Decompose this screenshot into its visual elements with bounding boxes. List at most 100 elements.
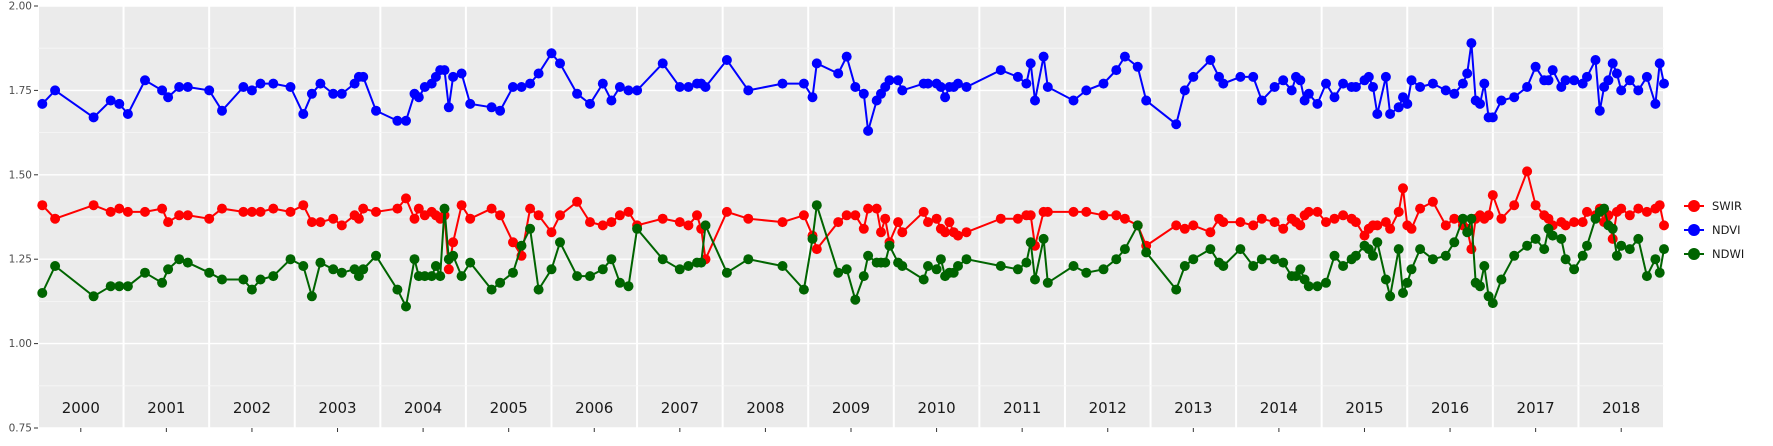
- data-point-ndwi: [315, 257, 326, 268]
- data-point-swir: [1321, 217, 1331, 228]
- year-labels: 2000 2001 2002 2003 2004 2005 2006 2007 2008 2009…: [62, 399, 1641, 417]
- data-point-ndvi: [1624, 75, 1635, 86]
- data-point-ndwi: [1393, 244, 1404, 255]
- data-point-ndvi: [1594, 105, 1605, 116]
- year-label: 2002: [233, 399, 271, 417]
- data-point-ndwi: [811, 200, 822, 211]
- data-point-ndvi: [683, 82, 694, 92]
- data-point-ndvi: [1098, 78, 1109, 89]
- data-point-ndvi: [217, 105, 227, 116]
- data-point-ndwi: [1042, 277, 1053, 288]
- data-point-swir: [1248, 220, 1259, 231]
- data-point-swir: [1522, 166, 1533, 177]
- data-point-swir: [1466, 244, 1477, 255]
- data-point-swir: [683, 220, 694, 231]
- year-label: 2016: [1431, 399, 1469, 417]
- data-point-swir: [1372, 220, 1383, 231]
- data-point-ndvi: [1042, 82, 1053, 92]
- data-point-ndvi: [1475, 98, 1485, 109]
- data-point-ndvi: [1132, 61, 1143, 72]
- data-point-ndwi: [182, 257, 193, 268]
- data-point-ndvi: [606, 95, 617, 106]
- data-point-swir: [1560, 220, 1571, 231]
- data-point-ndwi: [1385, 291, 1396, 302]
- data-point-swir: [328, 213, 339, 224]
- data-point-ndvi: [1030, 95, 1040, 106]
- data-point-ndvi: [1466, 38, 1477, 49]
- data-point-ndvi: [88, 112, 99, 123]
- data-point-swir: [525, 203, 536, 214]
- data-point-ndwi: [1616, 240, 1627, 251]
- data-point-ndvi: [1449, 88, 1460, 99]
- data-point-ndvi: [255, 78, 266, 89]
- data-point-ndvi: [1171, 119, 1182, 130]
- data-point-swir: [1427, 196, 1438, 207]
- data-point-swir: [1487, 190, 1498, 201]
- data-point-ndwi: [1119, 244, 1130, 255]
- data-point-ndvi: [614, 82, 625, 92]
- data-point-ndwi: [1098, 264, 1109, 275]
- data-point-ndwi: [1487, 298, 1498, 309]
- data-point-ndvi: [1295, 75, 1306, 86]
- data-point-swir: [1440, 220, 1451, 231]
- data-point-ndwi: [961, 254, 972, 265]
- data-point-swir: [1188, 220, 1199, 231]
- data-point-swir: [50, 213, 61, 224]
- data-point-swir: [268, 203, 279, 214]
- data-point-ndwi: [516, 240, 527, 251]
- data-point-ndwi: [1654, 267, 1665, 278]
- data-point-ndwi: [995, 261, 1006, 271]
- data-point-ndwi: [140, 267, 150, 278]
- data-point-ndwi: [884, 240, 895, 251]
- series-swir: [37, 166, 1669, 275]
- data-point-swir: [371, 206, 381, 217]
- data-point-swir: [246, 206, 257, 217]
- data-point-ndwi: [1556, 233, 1567, 244]
- data-point-swir: [182, 210, 193, 221]
- data-point-ndwi: [1449, 237, 1460, 248]
- data-point-ndvi: [721, 55, 732, 65]
- data-point-ndvi: [140, 75, 150, 86]
- data-point-ndwi: [1038, 233, 1049, 244]
- data-point-ndwi: [623, 281, 634, 292]
- data-point-ndvi: [546, 48, 557, 59]
- series-layer: [37, 38, 1669, 312]
- year-label: 2014: [1260, 399, 1298, 417]
- data-point-ndvi: [623, 85, 634, 96]
- data-point-ndwi: [392, 284, 403, 295]
- data-point-swir: [897, 227, 908, 238]
- data-point-swir: [37, 200, 48, 211]
- data-point-ndvi: [1462, 68, 1473, 79]
- data-point-swir: [174, 210, 185, 221]
- legend-label: SWIR: [1712, 199, 1742, 213]
- data-point-ndvi: [1650, 98, 1661, 109]
- data-point-ndwi: [632, 223, 643, 234]
- data-point-swir: [674, 217, 685, 228]
- year-label: 2004: [404, 399, 442, 417]
- data-point-ndvi: [328, 88, 339, 99]
- data-point-swir: [1496, 213, 1507, 224]
- data-point-ndvi: [1081, 85, 1092, 96]
- data-point-swir: [1081, 206, 1092, 217]
- data-point-swir: [336, 220, 347, 231]
- legend-key-marker: [1688, 224, 1700, 236]
- data-point-swir: [1205, 227, 1216, 238]
- data-point-swir: [1393, 206, 1404, 217]
- data-point-swir: [623, 206, 634, 217]
- data-point-swir: [105, 206, 116, 217]
- data-point-ndwi: [798, 284, 809, 295]
- data-point-ndvi: [448, 71, 459, 82]
- data-point-ndvi: [841, 51, 852, 62]
- data-point-ndwi: [1111, 254, 1122, 265]
- data-point-swir: [217, 203, 227, 214]
- data-point-swir: [1179, 223, 1190, 234]
- data-point-swir: [1449, 213, 1460, 224]
- data-point-ndvi: [811, 58, 822, 69]
- data-point-ndwi: [1539, 244, 1550, 255]
- data-point-swir: [893, 217, 904, 228]
- year-label: 2012: [1089, 399, 1127, 417]
- data-point-ndwi: [439, 203, 450, 214]
- data-point-ndvi: [1286, 85, 1297, 96]
- data-point-ndvi: [1457, 78, 1468, 89]
- data-point-swir: [1415, 203, 1426, 214]
